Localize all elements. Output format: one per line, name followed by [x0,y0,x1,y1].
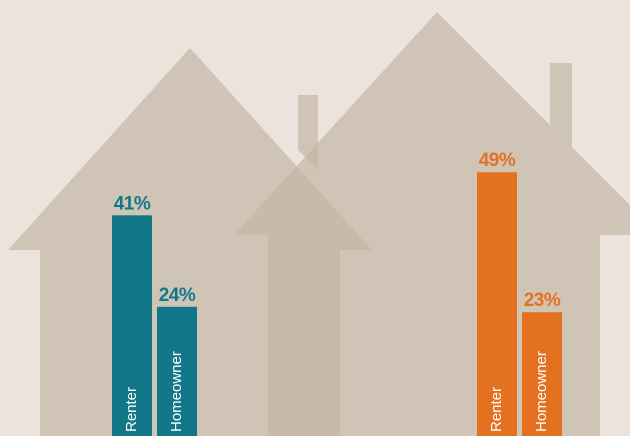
bar [112,215,152,436]
bar [477,172,517,436]
category-label: Homeowner [168,351,185,432]
bar [157,306,197,436]
value-label: 23% [524,290,561,311]
bar [522,312,562,436]
category-label: Homeowner [533,351,550,432]
value-label: 41% [114,193,151,214]
value-label: 24% [159,285,196,306]
value-label: 49% [479,150,516,171]
category-label: Renter [123,387,140,432]
category-label: Renter [488,387,505,432]
